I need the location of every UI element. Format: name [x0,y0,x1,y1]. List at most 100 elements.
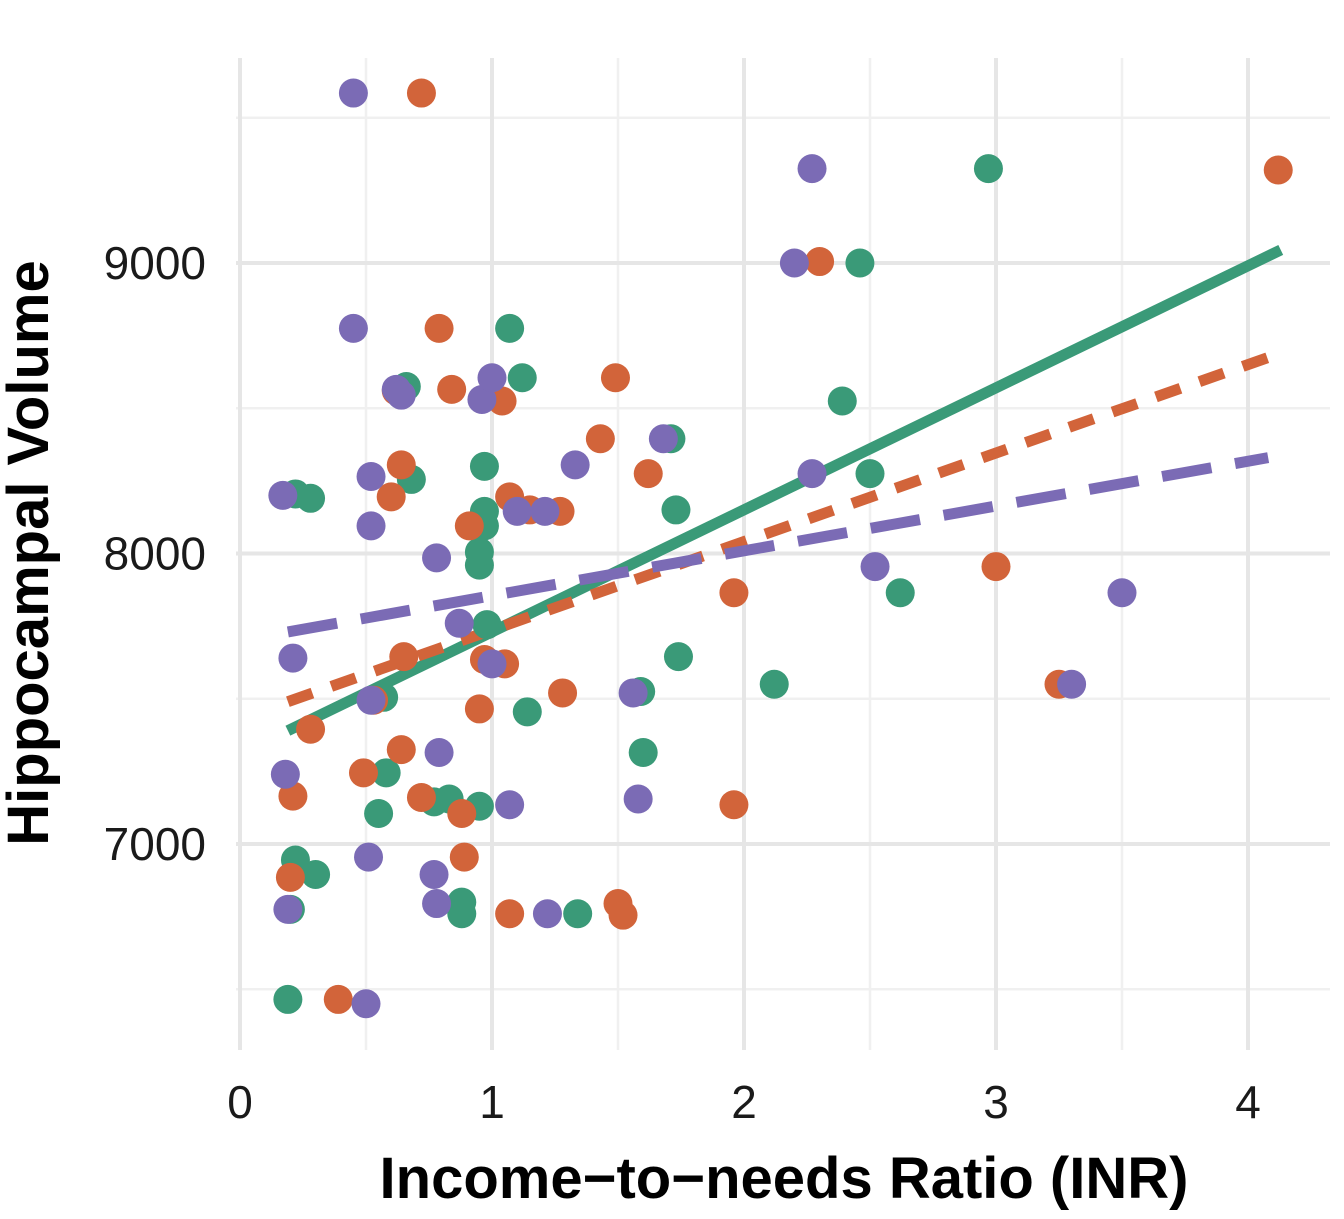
data-point [608,900,638,930]
data-point [860,552,890,582]
y-axis-ticks: 7000 8000 9000 [104,237,206,870]
y-tick-label: 8000 [104,528,206,580]
data-point [477,649,507,679]
data-point [663,642,693,672]
data-point [356,462,386,492]
data-point [447,899,477,929]
data-point [301,860,331,890]
data-point [270,759,300,789]
y-tick-label: 9000 [104,237,206,289]
data-point [386,380,416,410]
data-point [805,247,835,277]
data-point [386,450,416,480]
data-point [467,385,497,415]
data-point [797,459,827,489]
x-tick-label: 3 [983,1076,1009,1128]
data-point [495,313,525,343]
data-point [351,989,381,1019]
data-point [406,783,436,813]
data-point [296,714,326,744]
data-point [273,984,303,1014]
data-point [512,697,542,727]
fit-line [285,244,1284,736]
data-point [338,78,368,108]
data-point [548,678,578,708]
data-point [779,248,809,278]
data-point [419,860,449,890]
data-point [356,511,386,541]
x-axis-ticks: 0 1 2 3 4 [227,1076,1261,1128]
fit-line [286,347,1283,707]
data-point [759,669,789,699]
data-point [585,424,615,454]
data-point [845,248,875,278]
data-point [323,984,353,1014]
data-point [495,899,525,929]
data-point [623,784,653,814]
x-tick-label: 4 [1235,1076,1261,1128]
data-point [855,459,885,489]
fit-lines [285,244,1284,736]
data-point [424,313,454,343]
data-point [661,495,691,525]
data-point [275,862,305,892]
data-point [273,894,303,924]
data-point [338,313,368,343]
y-tick-label: 7000 [104,818,206,870]
data-point [469,451,499,481]
data-point [628,737,658,767]
data-point [437,374,467,404]
data-point [464,694,494,724]
data-point [354,842,384,872]
fit-line [286,452,1270,638]
data-point [464,537,494,567]
data-point [454,511,484,541]
data-point [376,482,406,512]
data-point [719,578,749,608]
data-point [719,790,749,820]
data-point [348,758,378,788]
data-point [618,678,648,708]
x-axis-title: Income−to−needs Ratio (INR) [380,1146,1189,1211]
data-point [1263,155,1293,185]
data-point [278,781,308,811]
data-point [449,842,479,872]
data-point [502,496,532,526]
data-point [1057,669,1087,699]
data-point [278,643,308,673]
data-point [364,798,394,828]
data-point [371,758,401,788]
data-point [560,450,590,480]
data-point [406,78,436,108]
data-point [530,496,560,526]
data-point [477,363,507,393]
data-point [981,552,1011,582]
data-point [1107,578,1137,608]
x-tick-label: 2 [731,1076,757,1128]
data-point [356,685,386,715]
data-point [648,424,678,454]
y-axis-title: Hippocampal Volume [0,260,61,845]
data-point [973,154,1003,184]
data-point [268,480,298,510]
data-point [532,899,562,929]
x-tick-label: 0 [227,1076,253,1128]
data-point [507,363,537,393]
data-point [386,735,416,765]
grid [236,58,1330,1050]
data-point [495,790,525,820]
data-point [472,610,502,640]
data-point [424,737,454,767]
data-points [268,78,1293,1019]
data-point [296,483,326,513]
data-point [827,386,857,416]
data-point [633,459,663,489]
data-point [389,642,419,672]
data-point [885,578,915,608]
data-point [797,154,827,184]
data-point [563,899,593,929]
data-point [447,798,477,828]
x-tick-label: 1 [479,1076,505,1128]
data-point [422,889,452,919]
